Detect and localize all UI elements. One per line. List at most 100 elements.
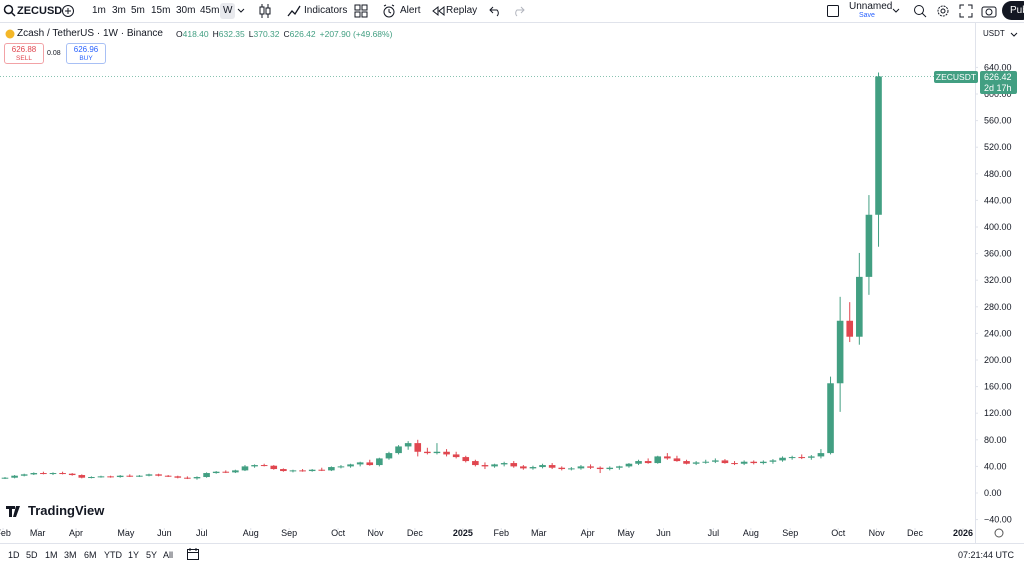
x-tick-label: Nov (368, 528, 385, 538)
chart-type-icon[interactable] (258, 3, 272, 19)
undo-icon[interactable] (489, 5, 503, 17)
y-tick-label: 80.00 (984, 435, 1007, 445)
bar-countdown: 2d 17h (984, 83, 1012, 93)
search-icon[interactable] (3, 4, 17, 18)
interval-button[interactable]: 45m (200, 5, 220, 16)
quick-search-icon[interactable] (913, 4, 927, 18)
candle-body (481, 465, 489, 467)
interval-button[interactable]: 5m (131, 5, 145, 16)
sell-price[interactable]: 626.88 (11, 45, 37, 54)
candle-body (1, 477, 9, 479)
candle-body (155, 474, 162, 476)
ohlc-value: 418.40 (182, 29, 209, 39)
buy-label[interactable]: BUY (79, 55, 93, 62)
interval-button[interactable]: 1m (92, 5, 106, 16)
replay-icon[interactable] (431, 4, 445, 18)
interval-button[interactable]: 3m (112, 5, 126, 16)
sell-label[interactable]: SELL (16, 55, 32, 62)
symbol[interactable]: ZECUSD (17, 5, 63, 17)
candle-body (712, 460, 719, 462)
candle-body (376, 458, 383, 466)
candle-body (856, 276, 863, 337)
symbol-price-tag (934, 71, 978, 83)
range-button[interactable]: 3M (64, 550, 77, 560)
save-button[interactable]: Save (859, 12, 875, 19)
ohlc-key: O (176, 29, 183, 39)
symbol-logo (5, 29, 15, 39)
range-button[interactable]: All (163, 550, 174, 560)
x-tick-label: Aug (743, 528, 759, 538)
y-tick-label: 440.00 (984, 195, 1012, 205)
candle-body (308, 469, 316, 472)
settings-icon[interactable] (936, 4, 950, 18)
x-tick-label: Jul (708, 528, 720, 538)
templates-icon[interactable] (354, 4, 368, 18)
interval-dropdown[interactable] (236, 6, 248, 16)
settings-gear[interactable] (994, 528, 1004, 538)
clock: 07:21:44 UTC (958, 550, 1015, 560)
settings-icon[interactable] (994, 528, 1004, 538)
y-tick-label: 200.00 (984, 355, 1012, 365)
y-tick-label: 400.00 (984, 222, 1012, 232)
y-tick-label: 160.00 (984, 382, 1012, 392)
y-tick-label: 40.00 (984, 461, 1007, 471)
snapshot-icon[interactable] (981, 4, 997, 18)
currency-selector[interactable]: USDT (983, 29, 1005, 38)
replay-button[interactable]: Replay (446, 5, 478, 16)
candle-body (510, 463, 518, 467)
legend-ohlc: O418.40 H632.35 L370.32 C626.42 +207.90 (+49… (176, 28, 392, 40)
x-tick-label: Jun (157, 528, 172, 538)
candle-body (587, 466, 594, 468)
range-button[interactable]: 1D (8, 550, 20, 560)
candle-body (78, 475, 86, 478)
y-tick-label: 280.00 (984, 302, 1012, 312)
publish-button[interactable] (1002, 1, 1024, 20)
y-tick-label: 360.00 (984, 249, 1012, 259)
goto-date-icon[interactable] (186, 547, 200, 561)
x-tick-label: Mar (30, 528, 46, 538)
x-tick-label: May (117, 528, 135, 538)
buy-button[interactable] (66, 43, 106, 64)
y-tick-label: 480.00 (984, 169, 1012, 179)
candle-body (443, 451, 450, 455)
interval-button[interactable]: W (220, 3, 236, 19)
y-tick-label: 0.00 (984, 488, 1002, 498)
x-tick-label: Oct (831, 528, 846, 538)
layout-dropdown[interactable] (891, 6, 901, 16)
publish-label[interactable]: Pub (1010, 5, 1024, 16)
fullscreen-icon[interactable] (959, 4, 973, 18)
candle-body (136, 475, 143, 477)
ohlc-key: L (248, 29, 254, 39)
legend-title: Zcash / TetherUS · 1W · Binance (17, 28, 163, 39)
candle-body (289, 470, 297, 472)
layout-name[interactable]: Unnamed (849, 1, 893, 12)
candle-body (606, 467, 614, 470)
redo-icon[interactable] (511, 5, 525, 17)
alert-button[interactable]: Alert (400, 5, 421, 16)
range-button[interactable]: YTD (104, 550, 122, 560)
range-button[interactable]: 5D (26, 550, 38, 560)
range-button[interactable]: 1Y (128, 550, 140, 560)
candle-body (769, 460, 777, 462)
candle-body (664, 456, 671, 459)
indicators-icon[interactable] (287, 4, 301, 18)
candle-body (548, 465, 556, 468)
ohlc-value: 370.32 (253, 29, 280, 39)
sell-button[interactable] (4, 43, 44, 64)
candle-body (424, 451, 431, 454)
range-button[interactable]: 1M (45, 550, 58, 560)
range-button[interactable]: 5Y (146, 550, 158, 560)
indicators-button[interactable]: Indicators (304, 5, 348, 16)
x-tick-label: Jun (656, 528, 671, 538)
compare-icon[interactable] (61, 4, 75, 18)
candle-body (145, 474, 153, 476)
layout-icon[interactable] (826, 4, 840, 18)
buy-price[interactable]: 626.96 (73, 45, 99, 54)
interval-button[interactable]: 30m (176, 5, 196, 16)
interval-button[interactable]: 15m (151, 5, 171, 16)
range-button[interactable]: 6M (84, 550, 97, 560)
candle-body (462, 457, 470, 462)
alert-icon[interactable] (381, 3, 397, 19)
candle-body (212, 471, 220, 474)
currency-dropdown[interactable] (1010, 31, 1018, 39)
